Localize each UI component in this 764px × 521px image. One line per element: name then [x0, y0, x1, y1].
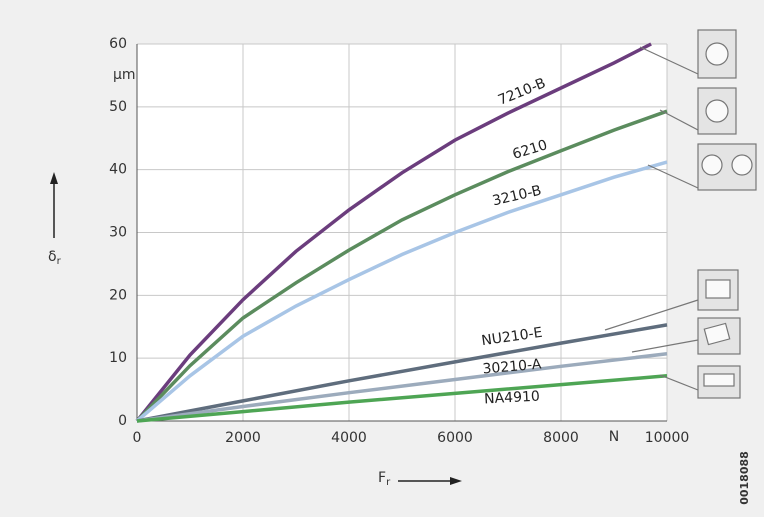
x-tick-label: 6000	[437, 430, 473, 446]
connector	[659, 109, 699, 131]
series-label: NA4910	[484, 389, 540, 408]
x-tick-label: 2000	[225, 430, 261, 446]
y-tick-label: 30	[109, 225, 127, 241]
series-line	[136, 352, 668, 423]
series-line	[136, 323, 668, 423]
y-tick-label: 10	[109, 350, 127, 366]
x-arrow-head	[450, 477, 462, 485]
y-tick-label: 20	[109, 287, 127, 303]
x-tick-label: 0	[133, 430, 142, 446]
y-tick-label: 60	[109, 36, 127, 52]
series-line	[135, 109, 668, 423]
x-unit: N	[609, 429, 619, 445]
icon-needle	[703, 373, 735, 387]
series-label: 30210-A	[482, 356, 542, 377]
y-tick-label: 40	[109, 162, 127, 178]
x-tick-label: 10000	[645, 430, 690, 446]
icon-ball	[705, 42, 729, 66]
y-unit: μm	[113, 67, 136, 83]
y-label-main: δ	[48, 249, 57, 265]
connector	[631, 339, 699, 353]
y-tick-label: 50	[109, 99, 127, 115]
bearing-icons	[604, 29, 757, 399]
icon-roller	[705, 279, 731, 299]
x-tick-label: 8000	[543, 430, 579, 446]
x-label-main: F	[378, 470, 386, 486]
y-tick-label: 0	[118, 413, 127, 429]
y-axis-label: δr	[48, 249, 62, 267]
connector	[604, 299, 699, 331]
icon-30210	[697, 317, 741, 355]
x-label-sub: r	[386, 477, 391, 488]
grid: 0 10 20 30 40 50 60 0 2000 4000 6000 8000 10000	[109, 36, 689, 446]
series-line	[135, 42, 652, 423]
icon-6210	[697, 87, 737, 135]
connector	[639, 46, 699, 75]
series-line	[135, 160, 668, 423]
series-line	[136, 374, 668, 423]
y-arrow-head	[50, 172, 58, 184]
x-tick-label: 4000	[331, 430, 367, 446]
x-axis-label: Fr	[378, 470, 391, 488]
icon-ball	[705, 99, 729, 123]
icon-ball	[701, 154, 723, 176]
connector	[659, 374, 699, 391]
icon-taper	[703, 322, 731, 346]
figure-id: 0018088	[738, 451, 751, 505]
lines	[135, 42, 668, 423]
y-label-sub: r	[57, 256, 62, 267]
icon-ball	[731, 154, 753, 176]
connector	[647, 164, 699, 189]
